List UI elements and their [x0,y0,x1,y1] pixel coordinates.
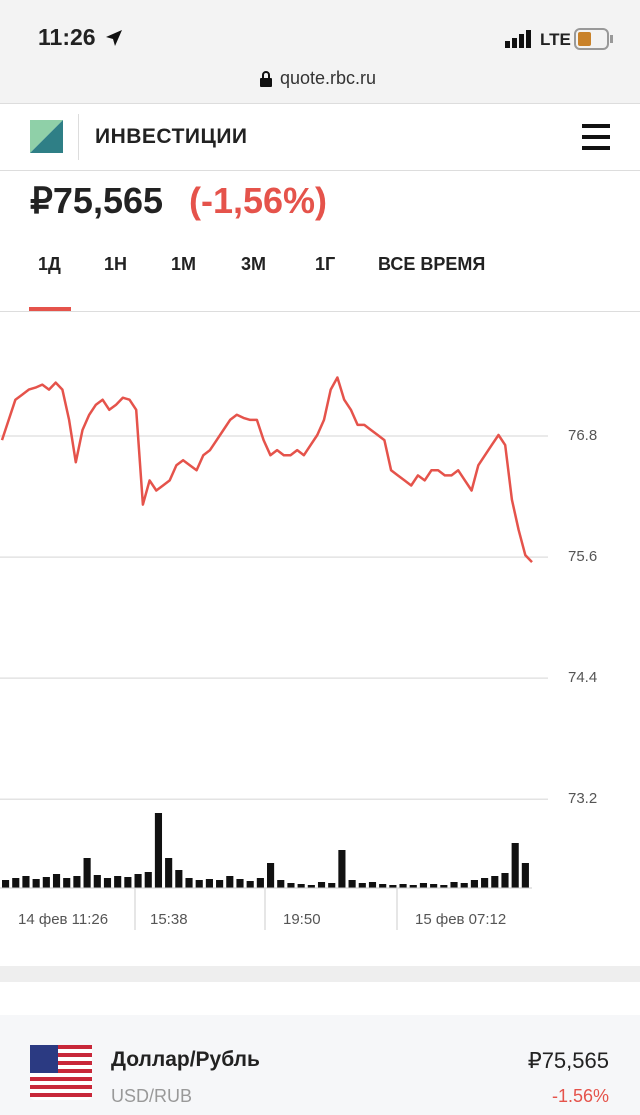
time: 11:26 [38,24,96,50]
price-line [0,376,533,563]
volume-bar [103,878,112,888]
signal-icon [505,30,531,48]
volume-bar [205,879,213,888]
volume-bar [521,863,529,888]
instrument-ticker: USD/RUB [111,1086,193,1106]
instrument-name: Доллар/Рубль [111,1048,260,1071]
volume-bar [216,880,224,888]
volume-bar [348,880,356,888]
volume-bar [409,885,417,888]
volume-bar [267,863,275,888]
tab[interactable]: 1Д [38,254,61,274]
instrument-price: ₽75,565 [527,1048,609,1073]
y-tick-label: 73.2 [568,790,597,807]
volume-bar [93,875,101,888]
volume-bar [63,878,71,888]
volume-bar [399,884,407,888]
volume-bar [460,883,468,888]
volume-bar [307,885,315,888]
volume-bar [379,884,387,888]
x-tick-label: 19:50 [283,911,321,928]
quote-price: ₽75,565 [30,180,164,221]
volume-bar [195,880,203,888]
volume-bar [338,850,346,888]
y-tick-label: 76.8 [568,427,597,444]
volume-bar [317,882,326,888]
volume-bar [226,876,234,888]
y-tick-label: 74.4 [568,669,597,686]
lock-icon [260,71,272,87]
volume-bar [42,877,50,888]
x-tick-label: 15:38 [150,911,188,928]
volume-bar [52,874,61,888]
tab[interactable]: 1Н [104,254,128,274]
quote-change: (-1,56%) [189,180,328,221]
tab[interactable]: 1Г [315,254,336,274]
menu-button[interactable] [582,124,610,150]
volume-bar [501,873,509,888]
volume-bar [368,882,377,888]
volume-bar [124,877,132,888]
instrument-change: -1.56% [551,1086,609,1106]
active-tab-indicator [29,307,71,311]
volume-bar [175,870,183,888]
flag [30,1045,92,1100]
volume-bar [114,876,122,888]
header: ИНВЕСТИЦИИ [0,104,640,171]
location-icon [106,30,122,46]
volume-bar [297,884,305,888]
url[interactable]: quote.rbc.ru [280,68,377,88]
volume-bar [144,872,152,888]
volume-bar [440,885,448,888]
volume-bar [22,876,30,888]
volume-bar [430,884,438,888]
logo[interactable] [30,120,63,153]
volume-bar [246,881,254,888]
volume-bar [470,880,478,888]
volume-bar [491,876,499,888]
site-title: ИНВЕСТИЦИИ [95,125,248,148]
y-tick-label: 75.6 [568,548,597,565]
volume-bar [419,883,428,888]
volume-bar [2,880,10,888]
chart: 73.2 74.4 75.6 76.8 14 фев 11:26 15:38 19:50 15… [0,376,597,930]
volume-bar [450,882,458,888]
volume-bar [511,843,519,888]
volume-bar [83,858,91,888]
volume-bar [287,883,295,888]
network: LTE [540,30,571,49]
status-bar: 11:26 LTE quote.rbc.ru [0,0,640,104]
tab[interactable]: ВСЕ ВРЕМЯ [378,254,486,274]
volume-bar [236,879,244,888]
volume-bar [73,876,81,888]
volume-bar [277,880,285,888]
battery-icon [574,28,613,50]
volume-bar [154,813,163,888]
volume-bar [32,879,40,888]
volume-bar [481,878,489,888]
volume-bar [389,885,397,888]
volume-bar [134,874,142,888]
volume-bar [185,878,193,888]
volume-bar [256,878,264,888]
tab[interactable]: 3М [241,254,267,274]
volume-bar [328,883,336,888]
x-tick-label: 15 фев 07:12 [415,911,506,928]
instrument-row[interactable]: Доллар/Рубль USD/RUB ₽75,565 -1.56% [0,1015,640,1115]
volume-bar [12,878,20,888]
tab[interactable]: 1М [171,254,197,274]
volume-bar [358,883,366,888]
volume-bar [165,858,173,888]
x-tick-label: 14 фев 11:26 [18,911,108,928]
